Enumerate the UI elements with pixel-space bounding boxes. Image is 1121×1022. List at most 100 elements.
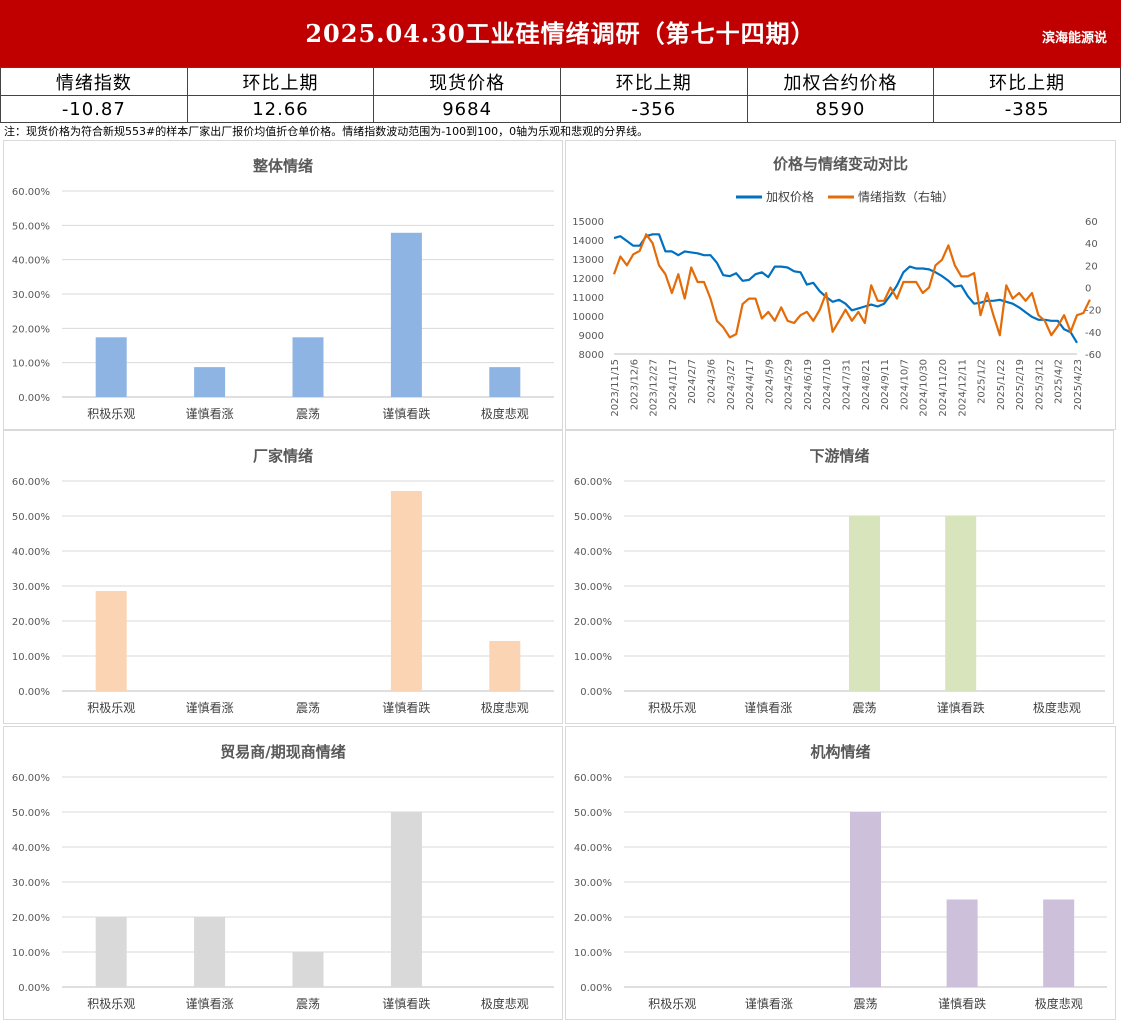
x-tick-label: 2025/1/22: [996, 359, 1007, 410]
y-tick-label: 40.00%: [12, 547, 50, 558]
category-label: 谨慎看跌: [382, 406, 430, 421]
bar: [390, 491, 422, 691]
x-tick-label: 2024/12/11: [957, 359, 968, 417]
summary-value-cell: -356: [559, 95, 748, 123]
summary-header-cell: 现货价格: [373, 67, 561, 96]
bar: [292, 952, 324, 987]
x-tick-label: 2024/10/7: [899, 359, 910, 410]
chart-title: 整体情绪: [253, 157, 313, 175]
y-tick-label: 20.00%: [12, 324, 50, 335]
bar: [95, 337, 127, 397]
category-label: 极度悲观: [481, 406, 529, 421]
bar: [390, 812, 422, 987]
bar: [95, 917, 127, 987]
x-tick-label: 2024/3/27: [726, 359, 737, 410]
category-label: 震荡: [296, 701, 320, 715]
y-tick-label: 20.00%: [12, 617, 50, 628]
downstream-sentiment-chart: 下游情绪 0.00% 10.00% 20.00% 30.00% 40.00% 50.00% 6…: [574, 447, 1105, 715]
y-tick-label: 50.00%: [12, 512, 50, 523]
overall-sentiment-panel: 整体情绪 0.00% 10.00% 20.00% 30.00% 40.00% 50.00% 6…: [3, 140, 563, 430]
x-tick-label: 2023/12/6: [629, 359, 640, 410]
summary-value-cell: -10.87: [0, 95, 188, 123]
y-tick-label: 30.00%: [574, 878, 612, 889]
x-tick-label: 2023/12/27: [649, 359, 660, 417]
left-axis-tick: 12000: [572, 274, 604, 285]
right-axis-tick: 60: [1085, 217, 1098, 228]
left-axis-tick: 15000: [572, 217, 604, 228]
summary-value-cell: -385: [933, 95, 1121, 123]
x-tick-label: 2024/7/31: [842, 359, 853, 410]
category-label: 谨慎看跌: [382, 700, 430, 715]
downstream-sentiment-panel: 下游情绪 0.00% 10.00% 20.00% 30.00% 40.00% 50.00% 6…: [565, 430, 1114, 724]
x-tick-label: 2024/5/9: [764, 359, 775, 404]
x-tick-label: 2023/11/15: [610, 359, 621, 417]
category-label: 积极乐观: [87, 701, 135, 715]
category-label: 极度悲观: [1033, 700, 1081, 715]
category-label: 谨慎看跌: [938, 996, 986, 1011]
summary-header-cell: 情绪指数: [0, 67, 188, 96]
category-label: 极度悲观: [481, 996, 529, 1011]
category-label: 谨慎看跌: [937, 700, 985, 715]
x-tick-label: 2024/5/29: [784, 359, 795, 410]
category-label: 震荡: [296, 997, 320, 1011]
y-tick-label: 0.00%: [18, 687, 50, 698]
chart-title: 下游情绪: [809, 447, 869, 465]
summary-value-cell: 8590: [746, 95, 935, 123]
left-axis-tick: 11000: [572, 293, 604, 304]
x-tick-label: 2024/7/10: [822, 359, 833, 410]
left-axis-tick: 10000: [572, 312, 604, 323]
y-tick-label: 0.00%: [580, 983, 612, 994]
institution-sentiment-chart: 机构情绪 0.00% 10.00% 20.00% 30.00% 40.00% 50.00% 6…: [574, 743, 1107, 1011]
bar: [390, 232, 422, 397]
x-tick-label: 2024/3/6: [706, 359, 717, 404]
summary-header-cell: 加权合约价格: [746, 67, 935, 96]
right-axis-tick: -20: [1085, 306, 1101, 317]
category-label: 震荡: [852, 701, 876, 715]
summary-value-cell: 12.66: [186, 95, 375, 123]
right-axis-tick: 20: [1085, 261, 1098, 272]
producer-sentiment-chart: 厂家情绪 0.00% 10.00% 20.00% 30.00% 40.00% 50.00% 6…: [12, 447, 554, 715]
x-tick-label: 2025/4/23: [1073, 359, 1084, 410]
legend-label: 加权价格: [766, 189, 814, 204]
chart-title: 贸易商/期现商情绪: [220, 743, 345, 761]
bar: [194, 917, 226, 987]
category-label: 谨慎看涨: [186, 406, 234, 421]
category-label: 极度悲观: [1035, 996, 1083, 1011]
y-tick-label: 50.00%: [574, 512, 612, 523]
category-label: 谨慎看涨: [745, 996, 793, 1011]
x-tick-label: 2025/2/19: [1015, 359, 1026, 410]
summary-header-cell: 环比上期: [559, 67, 748, 96]
chart-title: 机构情绪: [810, 743, 870, 761]
y-tick-label: 40.00%: [12, 256, 50, 267]
bar: [489, 640, 521, 691]
y-tick-label: 40.00%: [574, 843, 612, 854]
chart-title: 价格与情绪变动对比: [773, 155, 908, 173]
producer-sentiment-panel: 厂家情绪 0.00% 10.00% 20.00% 30.00% 40.00% 50.00% 6…: [3, 430, 563, 724]
x-tick-label: 2024/8/21: [861, 359, 872, 410]
x-tick-label: 2024/11/20: [938, 359, 949, 417]
y-tick-label: 0.00%: [18, 393, 50, 404]
y-tick-label: 40.00%: [574, 547, 612, 558]
category-label: 极度悲观: [481, 700, 529, 715]
category-label: 谨慎看涨: [744, 700, 792, 715]
y-tick-label: 30.00%: [12, 582, 50, 593]
overall-sentiment-chart: 整体情绪 0.00% 10.00% 20.00% 30.00% 40.00% 50.00% 6…: [12, 157, 554, 421]
x-tick-label: 2024/6/19: [803, 359, 814, 410]
bar: [194, 367, 226, 397]
institution-sentiment-panel: 机构情绪 0.00% 10.00% 20.00% 30.00% 40.00% 50.00% 6…: [565, 726, 1116, 1020]
left-axis-tick: 13000: [572, 255, 604, 266]
right-axis-tick: 40: [1085, 239, 1098, 250]
price-sentiment-panel: 价格与情绪变动对比 加权价格 情绪指数（右轴） 8000 9000 10000 11000 1…: [565, 140, 1116, 430]
x-tick-label: 2024/10/30: [919, 359, 930, 417]
y-tick-label: 10.00%: [12, 652, 50, 663]
y-tick-label: 20.00%: [574, 913, 612, 924]
category-label: 积极乐观: [648, 701, 696, 715]
category-label: 谨慎看涨: [186, 700, 234, 715]
bar: [489, 367, 521, 397]
summary-header-cell: 环比上期: [186, 67, 375, 96]
y-tick-label: 20.00%: [574, 617, 612, 628]
trader-sentiment-chart: 贸易商/期现商情绪 0.00% 10.00% 20.00% 30.00% 40.00% 50…: [12, 743, 554, 1011]
y-tick-label: 50.00%: [12, 808, 50, 819]
right-axis-tick: -60: [1085, 350, 1101, 361]
